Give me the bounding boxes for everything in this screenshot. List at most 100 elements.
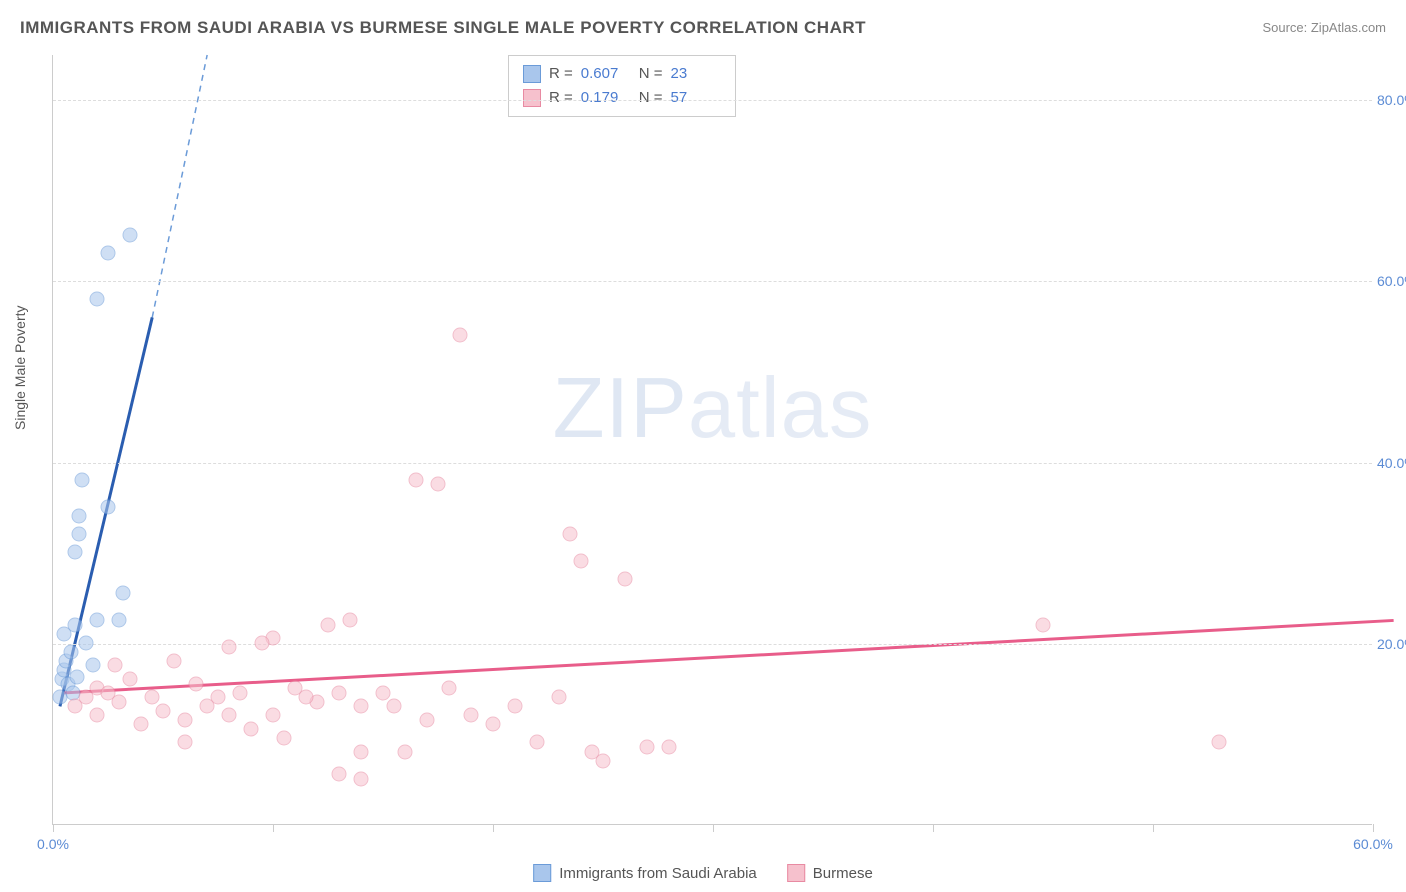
- legend-swatch: [523, 65, 541, 83]
- data-point: [90, 708, 105, 723]
- n-label: N =: [639, 62, 663, 86]
- n-value: 57: [671, 86, 721, 110]
- data-point: [79, 635, 94, 650]
- trend-lines: [53, 55, 1372, 824]
- data-point: [85, 658, 100, 673]
- data-point: [530, 735, 545, 750]
- data-point: [222, 708, 237, 723]
- data-point: [156, 703, 171, 718]
- data-point: [123, 228, 138, 243]
- ytick-label: 80.0%: [1377, 92, 1406, 108]
- data-point: [211, 690, 226, 705]
- data-point: [72, 527, 87, 542]
- trend-line: [64, 620, 1393, 692]
- data-point: [116, 586, 131, 601]
- trend-line: [152, 55, 207, 317]
- data-point: [409, 472, 424, 487]
- legend-label: Burmese: [813, 865, 873, 882]
- xtick: [53, 824, 54, 832]
- data-point: [398, 744, 413, 759]
- data-point: [299, 690, 314, 705]
- ytick-label: 20.0%: [1377, 636, 1406, 652]
- data-point: [90, 613, 105, 628]
- data-point: [277, 730, 292, 745]
- data-point: [453, 327, 468, 342]
- r-value: 0.607: [581, 62, 631, 86]
- data-point: [574, 554, 589, 569]
- legend-swatch: [533, 864, 551, 882]
- data-point: [640, 740, 655, 755]
- data-point: [343, 613, 358, 628]
- data-point: [508, 699, 523, 714]
- gridline: [53, 281, 1372, 282]
- plot-area: ZIPatlas R =0.607N =23R =0.179N =57 20.0…: [52, 55, 1372, 825]
- data-point: [464, 708, 479, 723]
- data-point: [266, 708, 281, 723]
- data-point: [321, 617, 336, 632]
- data-point: [112, 694, 127, 709]
- legend-swatch: [523, 89, 541, 107]
- n-value: 23: [671, 62, 721, 86]
- data-point: [74, 472, 89, 487]
- data-point: [70, 670, 85, 685]
- data-point: [662, 740, 677, 755]
- legend-label: Immigrants from Saudi Arabia: [559, 865, 757, 882]
- data-point: [332, 767, 347, 782]
- data-point: [354, 771, 369, 786]
- xtick: [1373, 824, 1374, 832]
- data-point: [354, 699, 369, 714]
- xtick: [933, 824, 934, 832]
- data-point: [442, 681, 457, 696]
- ytick-label: 40.0%: [1377, 455, 1406, 471]
- n-label: N =: [639, 86, 663, 110]
- r-label: R =: [549, 62, 573, 86]
- xtick-label: 0.0%: [37, 836, 69, 852]
- data-point: [123, 672, 138, 687]
- data-point: [563, 527, 578, 542]
- data-point: [354, 744, 369, 759]
- series-legend: Immigrants from Saudi Arabia Burmese: [533, 864, 873, 882]
- r-label: R =: [549, 86, 573, 110]
- data-point: [585, 744, 600, 759]
- data-point: [189, 676, 204, 691]
- data-point: [486, 717, 501, 732]
- xtick: [273, 824, 274, 832]
- ytick-label: 60.0%: [1377, 273, 1406, 289]
- legend-item: Burmese: [787, 864, 873, 882]
- data-point: [68, 545, 83, 560]
- y-axis-label: Single Male Poverty: [12, 305, 28, 430]
- data-point: [145, 690, 160, 705]
- chart-title: IMMIGRANTS FROM SAUDI ARABIA VS BURMESE …: [20, 18, 866, 38]
- data-point: [552, 690, 567, 705]
- data-point: [63, 644, 78, 659]
- legend-row: R = 0.179 N = 57: [523, 86, 721, 110]
- data-point: [376, 685, 391, 700]
- data-point: [167, 653, 182, 668]
- data-point: [387, 699, 402, 714]
- legend-swatch: [787, 864, 805, 882]
- xtick-label: 60.0%: [1353, 836, 1393, 852]
- data-point: [1212, 735, 1227, 750]
- legend-item: Immigrants from Saudi Arabia: [533, 864, 757, 882]
- data-point: [618, 572, 633, 587]
- correlation-legend: R = 0.607 N = 23 R = 0.179 N = 57: [508, 55, 736, 117]
- data-point: [134, 717, 149, 732]
- data-point: [112, 613, 127, 628]
- xtick: [1153, 824, 1154, 832]
- data-point: [72, 509, 87, 524]
- gridline: [53, 644, 1372, 645]
- data-point: [101, 499, 116, 514]
- legend-row: R = 0.607 N = 23: [523, 62, 721, 86]
- data-point: [255, 635, 270, 650]
- gridline: [53, 463, 1372, 464]
- xtick: [493, 824, 494, 832]
- source-label: Source: ZipAtlas.com: [1262, 20, 1386, 35]
- r-value: 0.179: [581, 86, 631, 110]
- data-point: [68, 617, 83, 632]
- data-point: [420, 712, 435, 727]
- xtick: [713, 824, 714, 832]
- data-point: [244, 721, 259, 736]
- data-point: [178, 712, 193, 727]
- data-point: [178, 735, 193, 750]
- gridline: [53, 100, 1372, 101]
